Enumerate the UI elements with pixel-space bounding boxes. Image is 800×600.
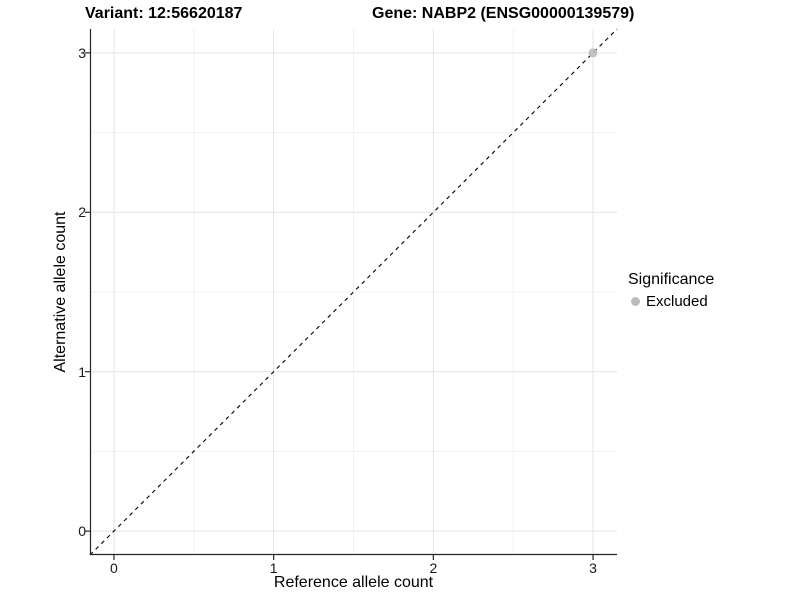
legend-item-excluded: Excluded (628, 293, 714, 310)
x-axis-title: Reference allele count (273, 574, 434, 591)
x-tick-label: 2 (429, 560, 438, 576)
legend-title: Significance (628, 271, 715, 288)
excluded-point-icon (631, 297, 640, 306)
x-tick-label: 1 (269, 560, 278, 576)
y-tick-label: 1 (78, 363, 86, 380)
data-point-excluded (588, 48, 598, 58)
legend-item-label: Excluded (646, 293, 708, 310)
y-tick-label: 3 (78, 44, 86, 61)
plot-panel (85, 28, 618, 560)
legend: Significance Excluded (628, 271, 714, 310)
x-tick-label: 3 (589, 560, 597, 576)
y-tick-label: 2 (78, 204, 86, 221)
plot-canvas (85, 28, 618, 560)
x-tick-label: 0 (110, 560, 118, 576)
gene-title: Gene: NABP2 (ENSG00000139579) (372, 5, 635, 22)
variant-title: Variant: 12:56620187 (85, 5, 243, 22)
y-tick-label: 0 (78, 523, 86, 540)
y-axis-title: Alternative allele count (52, 211, 69, 373)
